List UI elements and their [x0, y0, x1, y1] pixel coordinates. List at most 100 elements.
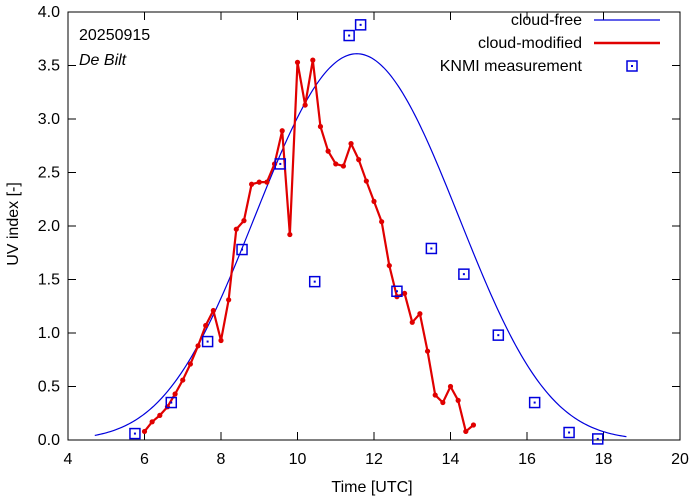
y-tick-label: 0.5: [38, 379, 60, 396]
knmi-measurement-point: [129, 427, 141, 440]
cloud-modified-point: [463, 428, 469, 435]
cloud-modified-point: [218, 337, 224, 344]
cloud-modified-point: [317, 123, 324, 130]
knmi-measurement-point-dot: [313, 280, 316, 283]
cloud-modified-point: [325, 148, 331, 154]
knmi-measurement-point-dot: [279, 162, 282, 165]
cloud-modified-point: [348, 141, 354, 147]
x-tick-label: 20: [671, 451, 689, 468]
cloud-modified-point: [241, 218, 247, 224]
knmi-measurement-point: [528, 396, 541, 409]
cloud-modified-point: [233, 226, 239, 232]
cloud-modified-point: [149, 419, 155, 425]
y-tick-label: 1.0: [38, 325, 60, 342]
x-tick-label: 14: [442, 451, 460, 468]
knmi-measurement-point: [236, 243, 248, 256]
y-tick-label: 3.5: [38, 58, 60, 75]
cloud-modified-point: [371, 198, 377, 204]
y-tick-label: 2.0: [38, 218, 60, 235]
knmi-measurement-point: [354, 19, 367, 31]
y-tick-label: 3.0: [38, 111, 60, 128]
knmi-measurement-point: [425, 242, 438, 255]
cloud-modified-point: [440, 399, 446, 406]
x-tick-label: 4: [64, 451, 73, 468]
knmi-measurement-point-dot: [348, 34, 351, 37]
knmi-measurement-point: [201, 335, 214, 348]
knmi-measurement-point: [308, 275, 321, 288]
cloud-modified-point: [172, 391, 178, 397]
knmi-measurement-point: [458, 268, 470, 280]
ticks-layer: 4 6 8 10 12 14 16 18 20 0.0 0.5 1.0 1.5 2.0 2.5 3.0 3.5 4…: [38, 4, 689, 468]
legend-label-knmi-measurement: KNMI measurement: [440, 58, 583, 75]
knmi-measurement-point-dot: [533, 401, 536, 404]
knmi-measurement-point: [592, 433, 604, 445]
cloud-modified-point: [287, 231, 293, 238]
cloud-modified-point: [264, 179, 270, 185]
knmi-measurement-point-dot: [462, 273, 465, 276]
cloud-modified-point: [256, 179, 262, 185]
legend: cloud-free cloud-modified KNMI measureme…: [440, 12, 660, 75]
knmi-measurement-point: [274, 158, 287, 170]
cloud-modified-point: [249, 181, 255, 187]
x-tick-label: 16: [518, 451, 536, 468]
cloud-modified-point: [226, 297, 232, 303]
cloud-modified-point: [455, 397, 461, 404]
cloud-modified-point: [424, 348, 431, 354]
cloud-modified-point: [363, 178, 369, 184]
knmi-measurement-point-dot: [359, 23, 362, 26]
knmi-measurement-point: [165, 396, 178, 409]
cloud-modified-point: [379, 219, 385, 225]
knmi-measurement-point: [391, 285, 403, 298]
cloud-modified-point: [356, 157, 362, 163]
y-tick-label: 1.5: [38, 272, 60, 289]
cloud-modified-point: [294, 59, 301, 65]
cloud-modified-point: [302, 102, 308, 108]
legend-label-cloud-free: cloud-free: [511, 12, 582, 29]
knmi-measurement-point: [492, 329, 505, 341]
x-tick-label: 12: [365, 451, 383, 468]
knmi-measurement-point-dot: [241, 248, 244, 251]
y-axis-title: UV index [-]: [5, 182, 22, 266]
cloud-modified-point: [447, 383, 454, 390]
x-tick-label: 8: [217, 451, 226, 468]
cloud-modified-point: [402, 290, 408, 297]
x-tick-label: 10: [289, 451, 307, 468]
cloud-modified-point: [157, 412, 163, 418]
y-tick-label: 4.0: [38, 4, 60, 21]
date-annotation: 20250915: [79, 27, 150, 44]
y-tick-label: 0.0: [38, 432, 60, 449]
knmi-measurement-point-dot: [596, 437, 599, 440]
series-layer: [94, 19, 627, 445]
cloud-modified-point: [141, 428, 148, 435]
x-tick-label: 6: [140, 451, 149, 468]
cloud-modified-point: [279, 128, 285, 134]
knmi-measurement-point: [343, 29, 355, 42]
y-tick-label: 2.5: [38, 165, 60, 182]
x-tick-label: 18: [595, 451, 613, 468]
cloud-modified-point: [195, 343, 201, 349]
cloud-modified-point: [210, 307, 216, 314]
knmi-measurement-point-dot: [430, 247, 433, 250]
legend-swatch-knmi-measurement: [626, 60, 638, 72]
legend-swatch-knmi-measurement-dot: [631, 65, 633, 67]
cloud-modified-point: [340, 163, 346, 169]
cloud-modified-point: [417, 311, 423, 317]
cloud-modified-point: [333, 161, 339, 167]
knmi-measurement-point-dot: [395, 290, 398, 293]
knmi-measurement-point: [563, 426, 575, 439]
knmi-measurement-point-dot: [170, 401, 173, 404]
station-annotation: De Bilt: [79, 52, 127, 69]
legend-label-cloud-modified: cloud-modified: [478, 35, 582, 52]
cloud-modified-point: [409, 319, 415, 325]
x-axis-title: Time [UTC]: [331, 479, 412, 496]
cloud-modified-point: [180, 377, 186, 383]
cloud-modified-point: [470, 422, 477, 428]
knmi-measurement-point-dot: [206, 340, 209, 343]
knmi-measurement-point-dot: [568, 431, 571, 434]
cloud-modified-point: [187, 361, 193, 367]
series-line-cloud-free: [94, 53, 627, 438]
knmi-measurement-point-dot: [133, 432, 136, 435]
